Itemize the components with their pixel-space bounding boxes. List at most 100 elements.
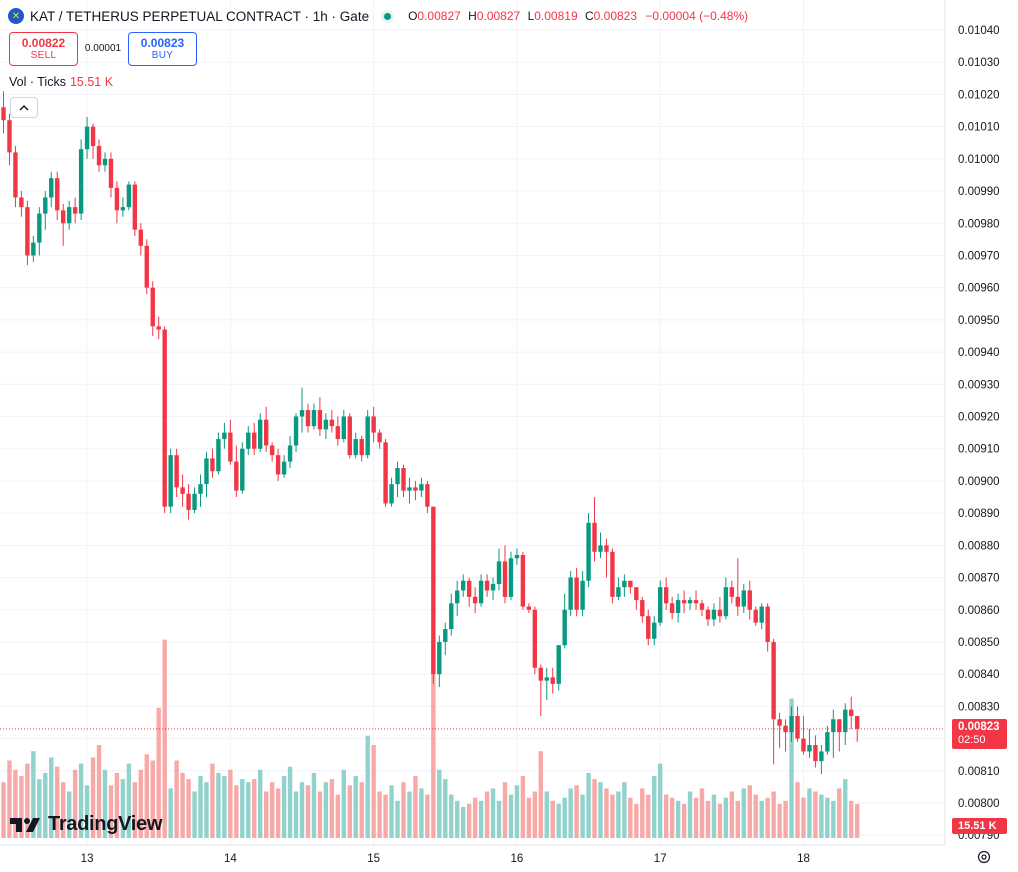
volume-bar bbox=[484, 791, 490, 838]
candle-body bbox=[210, 458, 215, 472]
plot-background bbox=[0, 0, 945, 845]
price-tick-label: 0.01030 bbox=[958, 57, 1000, 69]
volume-bar bbox=[281, 776, 287, 838]
volume-bar bbox=[843, 779, 848, 838]
ohlc-values: O0.00827 H0.00827 L0.00819 C0.00823 −0.0… bbox=[404, 9, 748, 23]
volume-bar bbox=[258, 769, 263, 838]
candle-body bbox=[819, 751, 824, 762]
price-tick-label: 0.00890 bbox=[958, 508, 1000, 520]
volume-legend[interactable]: Vol · Ticks 15.51 K bbox=[9, 75, 113, 89]
candle-body bbox=[156, 326, 161, 330]
volume-bar bbox=[837, 788, 842, 838]
candle-body bbox=[735, 596, 741, 607]
candle-body bbox=[675, 600, 681, 613]
settings-gear-icon[interactable] bbox=[976, 849, 992, 865]
volume-bar bbox=[490, 788, 496, 838]
price-axis[interactable]: 0.01040 0.01030 0.01020 0.01010 0.01000 0.009… bbox=[958, 25, 1000, 842]
candle-body bbox=[622, 580, 627, 588]
candle-body bbox=[538, 667, 543, 681]
volume-bar bbox=[401, 782, 406, 838]
volume-bar bbox=[84, 785, 90, 838]
high-value: 0.00827 bbox=[476, 9, 521, 23]
candle-body bbox=[443, 629, 448, 642]
candle-body bbox=[717, 609, 723, 617]
time-tick-label: 15 bbox=[367, 853, 380, 865]
candle-body bbox=[275, 455, 281, 475]
close-label: C bbox=[584, 9, 594, 23]
volume-bar bbox=[568, 788, 573, 838]
volume-bar bbox=[443, 779, 448, 838]
volume-bar bbox=[544, 791, 549, 838]
volume-bar bbox=[496, 800, 502, 838]
candle-body bbox=[114, 187, 120, 211]
price-tick-label: 0.00930 bbox=[958, 379, 1000, 391]
low-value: 0.00819 bbox=[534, 9, 578, 23]
volume-bar bbox=[669, 797, 675, 838]
tradingview-logo[interactable]: TradingView bbox=[10, 813, 162, 836]
volume-bar bbox=[19, 776, 24, 838]
candle-body bbox=[347, 416, 352, 456]
candle-body bbox=[795, 716, 800, 739]
symbol-title[interactable]: KAT / TETHERUS PERPETUAL CONTRACT · 1h ·… bbox=[30, 8, 370, 24]
volume-bar bbox=[550, 800, 555, 838]
volume-bar bbox=[335, 794, 341, 838]
collapse-legend-button[interactable] bbox=[10, 97, 38, 118]
volume-bar bbox=[317, 791, 323, 838]
candle-body bbox=[216, 439, 221, 472]
candle-body bbox=[353, 439, 358, 456]
candle-body bbox=[144, 245, 149, 288]
candle-body bbox=[78, 149, 84, 214]
kat-token-logo-icon: ✕ bbox=[8, 8, 24, 24]
candle-body bbox=[837, 719, 842, 733]
volume-bar bbox=[371, 745, 376, 838]
volume-bar bbox=[628, 797, 633, 838]
time-axis[interactable]: 13 14 15 16 17 18 bbox=[81, 853, 810, 865]
volume-bar bbox=[156, 707, 161, 838]
volume-bar bbox=[825, 797, 830, 838]
volume-bar bbox=[460, 807, 466, 838]
price-tick-label: 0.01010 bbox=[958, 122, 1000, 134]
price-tick-label: 0.00980 bbox=[958, 218, 1000, 230]
candle-body bbox=[496, 561, 502, 584]
volume-bar bbox=[72, 769, 78, 838]
candle-body bbox=[37, 213, 42, 243]
volume-bar bbox=[180, 772, 185, 838]
market-open-status-icon bbox=[381, 9, 395, 23]
candle-body bbox=[419, 484, 424, 491]
volume-bar bbox=[526, 797, 532, 838]
sell-button[interactable]: 0.00822 SELL bbox=[9, 32, 78, 66]
volume-bar bbox=[377, 791, 382, 838]
candle-body bbox=[813, 745, 818, 762]
candle-body bbox=[407, 487, 412, 491]
volume-bar bbox=[425, 794, 430, 838]
buy-button[interactable]: 0.00823 BUY bbox=[128, 32, 197, 66]
volume-bar bbox=[777, 803, 782, 838]
candle-body bbox=[252, 432, 257, 449]
candle-body bbox=[747, 590, 752, 610]
volume-bar bbox=[586, 772, 591, 838]
candle-body bbox=[502, 561, 508, 597]
volume-bar bbox=[478, 800, 484, 838]
volume-bar bbox=[687, 791, 693, 838]
candle-body bbox=[192, 493, 197, 510]
price-tick-label: 0.00840 bbox=[958, 669, 1000, 681]
volume-bar bbox=[311, 772, 317, 838]
candle-body bbox=[7, 120, 12, 153]
candle-body bbox=[240, 448, 245, 491]
volume-bar bbox=[13, 769, 18, 838]
volume-bar bbox=[353, 776, 358, 838]
volume-bar bbox=[717, 803, 723, 838]
volume-bar bbox=[78, 763, 84, 838]
volume-bar bbox=[598, 782, 603, 838]
candle-body bbox=[449, 603, 454, 630]
tradingview-logo-icon bbox=[10, 817, 40, 832]
volume-bar bbox=[198, 776, 203, 838]
volume-bar bbox=[305, 785, 311, 838]
volume-bar bbox=[431, 645, 436, 838]
volume-bar bbox=[216, 772, 221, 838]
candle-body bbox=[729, 587, 735, 597]
candle-body bbox=[777, 719, 782, 726]
volume-bar bbox=[562, 797, 567, 838]
volume-bar bbox=[144, 754, 149, 838]
